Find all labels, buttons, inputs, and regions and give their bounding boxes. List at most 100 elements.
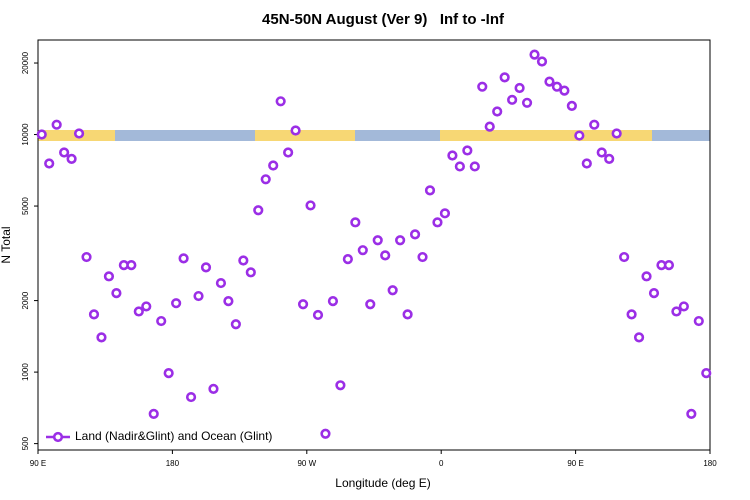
marker (596, 147, 607, 158)
marker (253, 205, 264, 216)
marker (574, 130, 585, 141)
marker (268, 160, 279, 171)
marker (469, 161, 480, 172)
marker (701, 368, 712, 379)
marker (230, 319, 241, 330)
marker (424, 185, 436, 196)
marker (238, 255, 249, 266)
y-tick-label: 2000 (21, 291, 30, 309)
marker (193, 290, 204, 302)
marker (559, 85, 570, 96)
marker (626, 309, 637, 320)
marker (297, 299, 309, 310)
marker (641, 271, 652, 282)
marker (581, 158, 592, 169)
marker (36, 129, 47, 140)
marker (589, 119, 600, 130)
marker (88, 309, 100, 320)
marker (283, 147, 294, 158)
marker (73, 128, 85, 139)
x-tick-label: 180 (166, 459, 180, 468)
y-tick-label: 500 (21, 436, 30, 450)
marker (148, 408, 159, 419)
marker (260, 174, 271, 185)
marker (171, 298, 182, 309)
marker (417, 251, 428, 263)
marker (507, 94, 518, 105)
chart-title: 45N-50N August (Ver 9) Inf to -Inf (262, 11, 505, 28)
marker (223, 296, 234, 307)
marker (648, 288, 660, 299)
x-tick-label: 90 W (297, 459, 316, 468)
marker (245, 267, 256, 278)
marker (484, 121, 495, 132)
marker (365, 299, 376, 310)
marker (156, 315, 167, 327)
marker (178, 253, 189, 264)
marker (200, 262, 212, 273)
marker (126, 260, 137, 271)
marker (492, 106, 503, 117)
marker (633, 332, 645, 343)
marker (111, 288, 122, 299)
marker (342, 253, 353, 265)
marker (312, 309, 324, 321)
marker (320, 428, 331, 439)
marker (439, 208, 451, 219)
marker (51, 119, 62, 130)
marker (275, 96, 286, 107)
marker (521, 97, 533, 108)
marker (163, 368, 174, 379)
marker (432, 217, 443, 228)
marker (409, 229, 421, 240)
marker (402, 309, 413, 320)
marker (208, 383, 219, 394)
marker (66, 153, 77, 164)
marker (103, 271, 115, 282)
marker (395, 235, 406, 246)
legend-label: Land (Nadir&Glint) and Ocean (Glint) (75, 429, 272, 443)
marker (350, 217, 361, 228)
plot-frame (37, 39, 711, 451)
y-tick-label: 10000 (21, 123, 30, 146)
marker (611, 128, 622, 139)
marker (477, 81, 488, 92)
marker (335, 380, 346, 391)
y-tick-label: 20000 (21, 51, 30, 74)
marker (290, 125, 301, 136)
marker (536, 56, 548, 67)
marker (551, 81, 563, 92)
marker (604, 153, 615, 164)
surface-strip (38, 130, 710, 141)
marker (619, 251, 630, 263)
marker (671, 306, 682, 317)
marker (514, 82, 525, 94)
marker (686, 408, 697, 419)
marker (529, 49, 540, 60)
marker (44, 158, 55, 169)
x-tick-label: 180 (703, 459, 717, 468)
x-tick-label: 90 E (567, 459, 583, 468)
marker (141, 301, 152, 312)
marker (544, 76, 555, 87)
marker (499, 72, 510, 83)
legend-marker (52, 431, 64, 443)
marker (59, 147, 70, 158)
marker (96, 332, 107, 343)
y-axis-label: N Total (0, 226, 13, 263)
marker (215, 277, 227, 289)
marker (372, 235, 383, 246)
marker (327, 296, 339, 307)
marker (133, 306, 144, 317)
marker (462, 145, 473, 156)
marker (447, 150, 458, 161)
marker (81, 251, 92, 263)
marker (357, 245, 368, 256)
marker (693, 315, 704, 327)
marker (663, 260, 675, 271)
x-tick-label: 90 E (30, 459, 46, 468)
marker (387, 285, 398, 296)
marker (185, 391, 197, 403)
marker (380, 250, 391, 261)
